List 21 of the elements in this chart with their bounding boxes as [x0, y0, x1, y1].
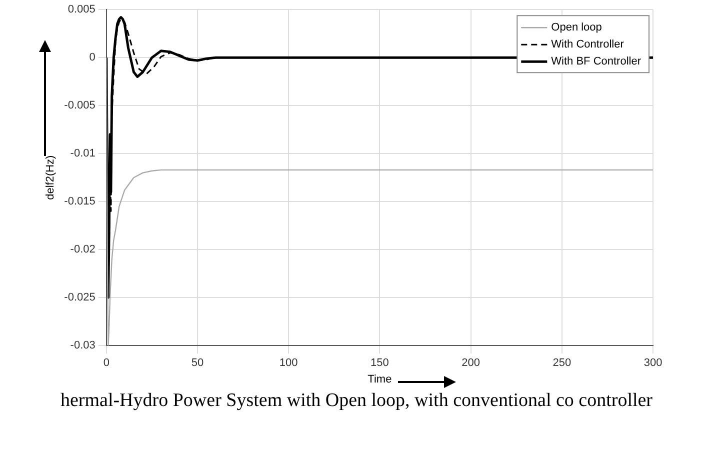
- x-tick-label: 50: [191, 357, 204, 370]
- y-tick-label: -0.025: [64, 292, 96, 304]
- x-tick-label: 300: [644, 357, 662, 370]
- x-tick-label: 100: [279, 357, 298, 370]
- x-tick-label: 0: [103, 357, 110, 370]
- legend-label: With BF Controller: [551, 56, 642, 68]
- y-tick-label: 0: [89, 52, 96, 64]
- legend-label: With Controller: [551, 38, 624, 51]
- y-tick-label: -0.03: [70, 340, 96, 352]
- y-axis-title: delf2(Hz): [44, 155, 57, 200]
- x-axis-title: Time: [368, 373, 392, 386]
- x-tick-label: 250: [552, 357, 572, 370]
- text: hermal-Hydro Power System with Open loop, with conventional co controller: [59, 390, 654, 412]
- x-tick-label: 200: [462, 357, 480, 370]
- legend-label: Open loop: [551, 22, 602, 34]
- y-tick-label: -0.02: [70, 244, 96, 256]
- y-tick-label: -0.015: [64, 196, 96, 208]
- y-tick-label: 0.005: [68, 4, 96, 16]
- y-tick-label: -0.005: [64, 100, 96, 112]
- y-tick-label: -0.01: [70, 148, 96, 160]
- x-tick-label: 150: [370, 357, 389, 370]
